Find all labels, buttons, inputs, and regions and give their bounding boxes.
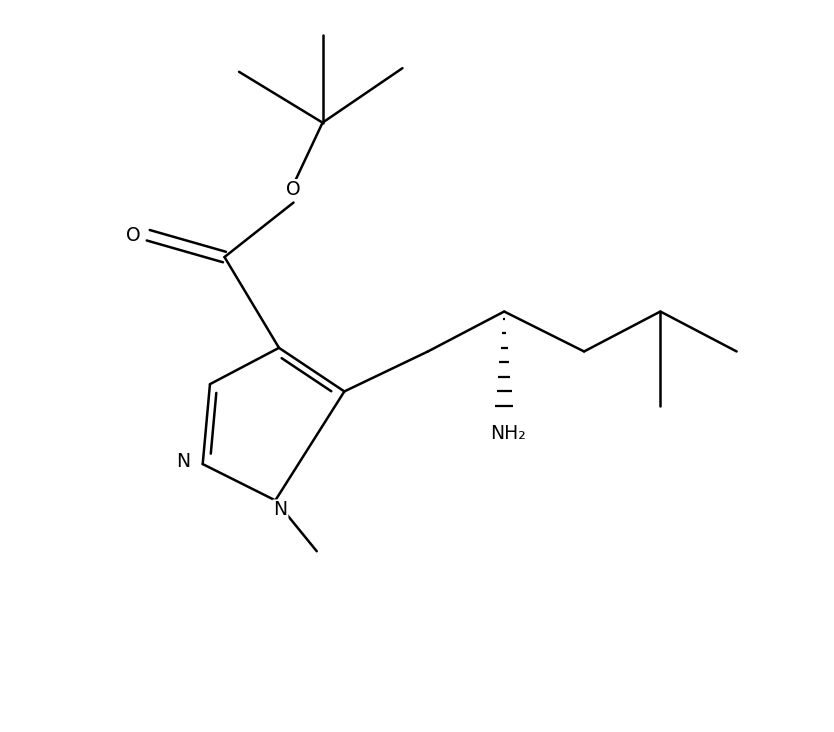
Text: N: N: [274, 501, 288, 519]
Text: NH₂: NH₂: [490, 424, 525, 443]
Text: N: N: [176, 452, 190, 471]
Text: O: O: [286, 180, 301, 199]
Text: O: O: [127, 225, 141, 244]
